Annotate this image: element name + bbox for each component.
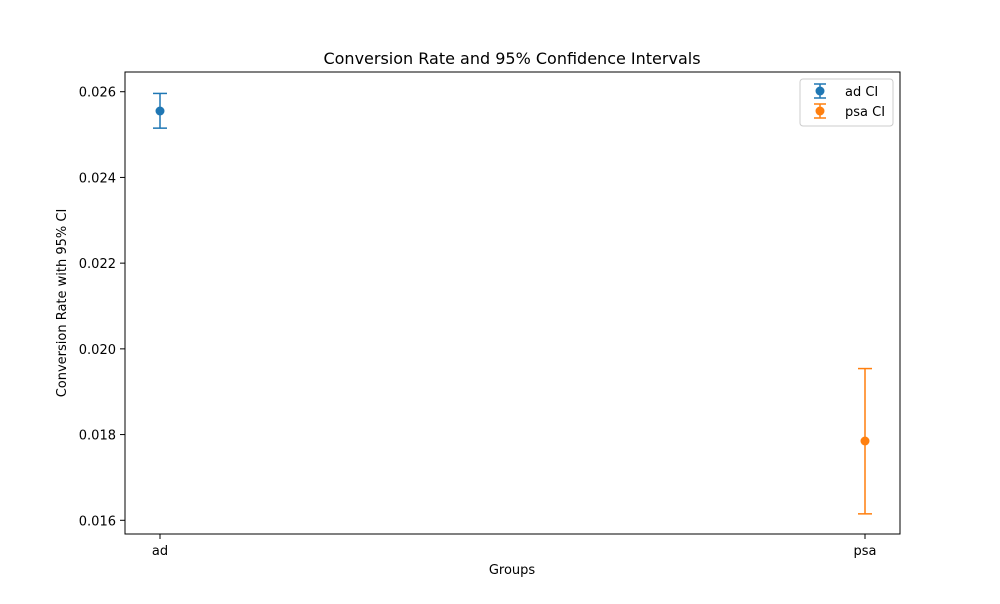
legend-items: ad CI psa CI — [814, 83, 885, 120]
y-tick-label: 0.018 — [79, 429, 116, 444]
y-axis: 0.016 0.018 0.020 0.022 0.024 0.026 — [79, 86, 125, 529]
legend-entry-ad: ad CI — [814, 83, 878, 100]
series-layer — [153, 92, 872, 515]
data-point-marker — [860, 436, 870, 446]
legend-marker — [815, 86, 825, 96]
legend-entry-psa: psa CI — [814, 103, 885, 120]
series-ad — [153, 92, 167, 129]
y-tick-label: 0.022 — [79, 257, 116, 272]
x-tick-label: ad — [152, 544, 168, 559]
legend-marker — [815, 106, 825, 116]
x-axis: ad psa — [152, 534, 877, 559]
plot-area-frame — [124, 71, 901, 535]
y-tick-label: 0.026 — [79, 86, 116, 101]
y-tick-label: 0.016 — [79, 514, 116, 529]
chart-title: Conversion Rate and 95% Confidence Inter… — [323, 49, 700, 68]
y-tick-label: 0.024 — [79, 171, 116, 186]
data-point-marker — [155, 106, 165, 116]
series-psa — [858, 367, 872, 515]
y-axis-label: Conversion Rate with 95% CI — [55, 209, 70, 398]
legend: ad CI psa CI — [799, 78, 894, 127]
x-tick-label: psa — [854, 544, 877, 559]
x-axis-label: Groups — [489, 563, 536, 578]
legend-label: psa CI — [845, 105, 885, 120]
legend-label: ad CI — [845, 85, 878, 100]
y-tick-label: 0.020 — [79, 343, 116, 358]
